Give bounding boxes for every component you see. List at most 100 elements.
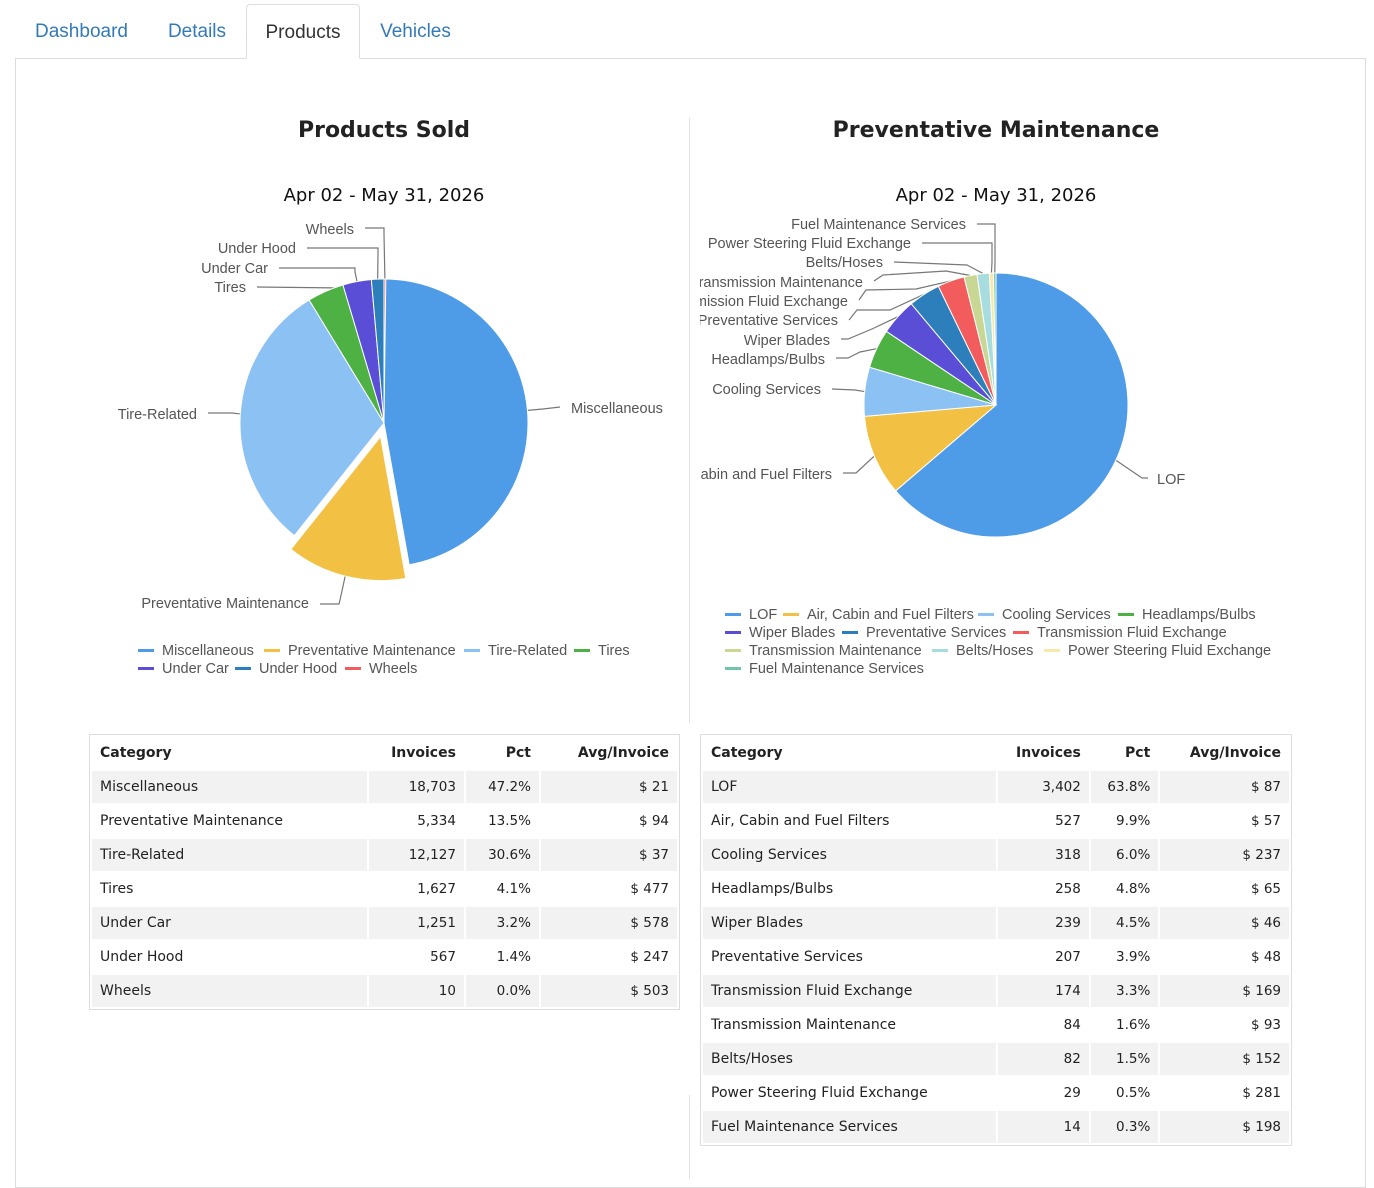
legend-item-miscellaneous[interactable]: Miscellaneous — [162, 643, 254, 659]
tab-details[interactable]: Details — [167, 21, 227, 42]
table-cell: Tires — [100, 881, 134, 897]
table-row: Under Car 1,251 3.2% $ 578 — [92, 907, 677, 939]
slice-label-transmission-maintenance: Transmission Maintenance — [690, 275, 863, 291]
table-cell: $ 94 — [638, 813, 669, 829]
table-cell: 6.0% — [1090, 839, 1159, 871]
legend-item-preventative-services[interactable]: Preventative Services — [866, 625, 1006, 641]
tab-products[interactable]: Products — [246, 4, 360, 59]
pie-slice-wheels[interactable] — [383, 278, 387, 424]
preventative-maintenance-table: Category Invoices Pct Avg/Invoice LOF 3,402 6… — [700, 734, 1292, 1146]
slice-label-wiper-blades: Wiper Blades — [744, 333, 830, 349]
legend-item-transmission-maintenance[interactable]: Transmission Maintenance — [749, 643, 922, 659]
table-cell: 1,251 — [368, 907, 464, 939]
label-connector — [836, 348, 877, 359]
legend-item-lof[interactable]: LOF — [749, 607, 777, 623]
table-cell: Cooling Services — [703, 839, 996, 871]
legend-swatch — [138, 649, 154, 652]
legend-swatch — [1044, 649, 1060, 652]
legend-item-power-steering-fluid-exchange[interactable]: Power Steering Fluid Exchange — [1068, 643, 1271, 659]
table-cell: $ 87 — [1160, 771, 1289, 803]
legend-item-belts-hoses[interactable]: Belts/Hoses — [956, 643, 1033, 659]
legend-swatch — [783, 613, 799, 616]
legend-item-under-car[interactable]: Under Car — [162, 661, 229, 677]
legend-item-tire-related[interactable]: Tire-Related — [488, 643, 567, 659]
legend-item-wheels[interactable]: Wheels — [369, 661, 417, 677]
legend-item-air-cabin-and-fuel-filters[interactable]: Air, Cabin and Fuel Filters — [807, 607, 974, 623]
table-cell: 13.5% — [488, 813, 531, 829]
tab-dashboard[interactable]: Dashboard — [35, 21, 128, 42]
column-header: Pct — [1125, 745, 1151, 761]
table-cell: 318 — [997, 839, 1089, 871]
legend-item-wiper-blades[interactable]: Wiper Blades — [749, 625, 835, 641]
legend-swatch — [978, 613, 994, 616]
pie-slice-miscellaneous[interactable] — [383, 278, 529, 566]
table-cell: 0.5% — [1116, 1085, 1151, 1101]
table-cell: 258 — [1055, 881, 1081, 897]
table-row: Transmission Maintenance 84 1.6% $ 93 — [703, 1009, 1289, 1041]
table-cell: $ 93 — [1250, 1017, 1281, 1033]
slice-label-under-hood: Under Hood — [218, 241, 296, 257]
table-cell: 3.9% — [1116, 949, 1151, 965]
pie-slice-tire-related[interactable] — [239, 299, 385, 537]
legend-swatch — [1013, 631, 1029, 634]
legend-swatch — [574, 649, 590, 652]
table-row: LOF 3,402 63.8% $ 87 — [703, 771, 1289, 803]
pie-slice-lof[interactable] — [894, 272, 1129, 538]
table-cell: 30.6% — [465, 839, 539, 871]
table-cell: $ 57 — [1250, 813, 1281, 829]
table-cell: 207 — [1055, 949, 1081, 965]
table-row: Tire-Related 12,127 30.6% $ 37 — [92, 839, 677, 871]
table-row: Power Steering Fluid Exchange 29 0.5% $ 281 — [703, 1077, 1289, 1109]
table-cell: 18,703 — [368, 771, 464, 803]
legend-item-preventative-maintenance[interactable]: Preventative Maintenance — [288, 643, 456, 659]
table-cell: 29 — [1063, 1085, 1081, 1101]
legend-swatch — [725, 613, 741, 616]
legend-swatch — [725, 631, 741, 634]
label-connector — [208, 412, 241, 415]
legend-swatch — [1118, 613, 1134, 616]
legend-item-fuel-maintenance-services[interactable]: Fuel Maintenance Services — [749, 661, 924, 677]
products-sold-table: Category Invoices Pct Avg/Invoice Miscellan… — [89, 734, 680, 1010]
slice-label-power-steering-fluid-exchange: Power Steering Fluid Exchange — [708, 236, 911, 252]
slice-label-wheels: Wheels — [306, 222, 354, 238]
table-cell: 174 — [997, 975, 1089, 1007]
table-row: Belts/Hoses 82 1.5% $ 152 — [703, 1043, 1289, 1075]
table-cell: 63.8% — [1090, 771, 1159, 803]
pie-slice-air-cabin-and-fuel-filters[interactable] — [863, 404, 998, 492]
column-divider — [689, 118, 690, 723]
tab-vehicles[interactable]: Vehicles — [380, 21, 451, 42]
table-row: Miscellaneous 18,703 47.2% $ 21 — [92, 771, 677, 803]
table-cell: $ 281 — [1242, 1085, 1281, 1101]
slice-label-tires: Tires — [214, 280, 246, 296]
table-cell: Miscellaneous — [92, 771, 367, 803]
legend-item-tires[interactable]: Tires — [598, 643, 630, 659]
legend-item-under-hood[interactable]: Under Hood — [259, 661, 337, 677]
pie-slice-fuel-maintenance-services[interactable] — [993, 272, 997, 406]
column-header: Avg/Invoice — [577, 745, 669, 761]
legend-item-headlamps-bulbs[interactable]: Headlamps/Bulbs — [1142, 607, 1256, 623]
legend-item-transmission-fluid-exchange[interactable]: Transmission Fluid Exchange — [1037, 625, 1227, 641]
legend-item-cooling-services[interactable]: Cooling Services — [1002, 607, 1111, 623]
table-cell: Wheels — [92, 975, 367, 1007]
table-cell: $ 21 — [540, 771, 677, 803]
table-cell: Wiper Blades — [703, 907, 996, 939]
table-cell: $ 65 — [1250, 881, 1281, 897]
table-row: Tires 1,627 4.1% $ 477 — [92, 873, 677, 905]
table-cell: 567 — [430, 949, 456, 965]
table-row: Preventative Services 207 3.9% $ 48 — [703, 941, 1289, 973]
pie-slice-preventative-maintenance[interactable] — [290, 435, 407, 582]
table-cell: $ 247 — [630, 949, 669, 965]
column-header: Invoices — [391, 745, 456, 761]
table-cell: Tire-Related — [92, 839, 367, 871]
table-cell: 4.1% — [496, 881, 531, 897]
label-connector — [922, 242, 993, 274]
table-cell: 527 — [1055, 813, 1081, 829]
table-cell: 1.6% — [1116, 1017, 1151, 1033]
table-cell: 82 — [997, 1043, 1089, 1075]
slice-label-air-cabin-and-fuel-filters: Air, Cabin and Fuel Filters — [665, 467, 832, 483]
chart-title-products-sold: Products Sold — [297, 118, 471, 143]
chart-title-preventative-maintenance: Preventative Maintenance — [832, 118, 1160, 143]
slice-label-miscellaneous: Miscellaneous — [571, 401, 663, 417]
table-cell: 3,402 — [997, 771, 1089, 803]
label-connector — [841, 316, 899, 340]
